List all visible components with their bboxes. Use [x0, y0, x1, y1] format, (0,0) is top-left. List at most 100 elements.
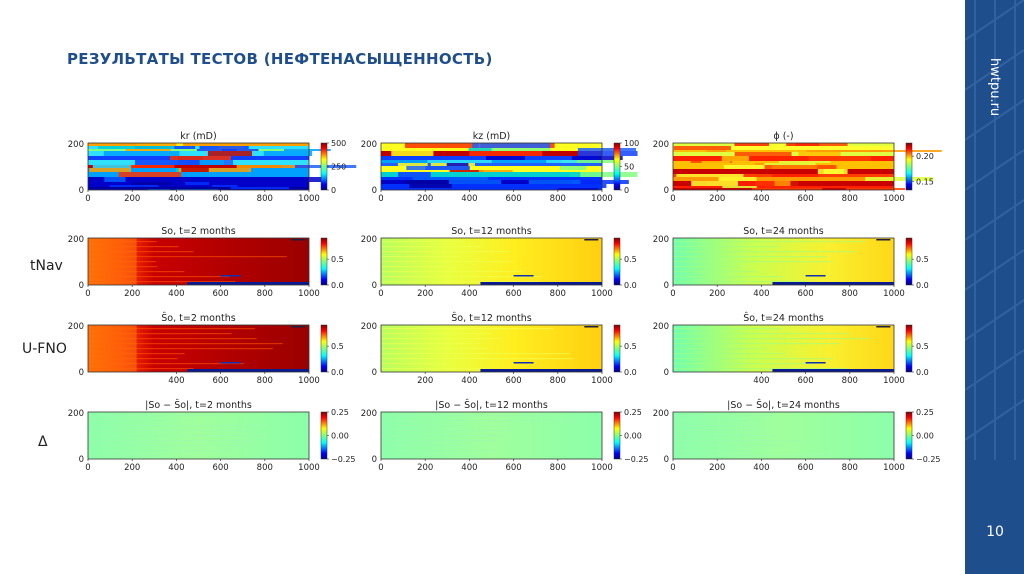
x-tick-label: 800 — [257, 194, 273, 204]
plot-frame — [672, 324, 895, 373]
colorbar-tick-label: 0.0 — [624, 281, 637, 290]
plot-frame — [380, 237, 603, 286]
x-tick-label: 400 — [461, 463, 477, 473]
heatmap — [88, 143, 357, 190]
colorbar-tick-label: 0.20 — [916, 152, 934, 161]
x-tick-label: 400 — [461, 194, 477, 204]
heatmap — [673, 143, 942, 190]
x-tick-label: 0 — [670, 463, 675, 473]
x-tick-label: 1000 — [883, 289, 905, 299]
x-tick-label: 600 — [797, 194, 813, 204]
colorbar — [320, 324, 328, 373]
colorbar-tick-label: 0.00 — [916, 432, 934, 441]
y-tick-label: 0 — [664, 281, 669, 291]
y-tick-label: 0 — [372, 281, 377, 291]
plot-frame — [87, 411, 310, 460]
y-tick-label: 0 — [664, 455, 669, 465]
y-tick-label: 200 — [653, 140, 669, 150]
x-tick-label: 600 — [505, 289, 521, 299]
colorbar-tick-label: 0.25 — [916, 408, 934, 417]
subplot-panel: |So − Ŝo|, t=24 months 200 00 200 400 600 800 1… — [653, 399, 941, 473]
y-tick-label: 0 — [664, 368, 669, 378]
colorbar-tick-label: 0.5 — [624, 342, 637, 351]
colorbar-tick-label: 50 — [624, 163, 634, 172]
plot-frame — [87, 237, 310, 286]
y-tick-label: 200 — [653, 235, 669, 245]
y-tick-label: 200 — [361, 140, 377, 150]
x-tick-label: 800 — [550, 376, 566, 386]
x-tick-label: 1000 — [883, 463, 905, 473]
plot-frame — [380, 142, 603, 191]
slide-title: РЕЗУЛЬТАТЫ ТЕСТОВ (НЕФТЕНАСЫЩЕННОСТЬ) — [67, 50, 493, 68]
x-tick-label: 400 — [753, 194, 769, 204]
colorbar-tick-label: 0.15 — [916, 178, 934, 187]
x-tick-label: 800 — [842, 376, 858, 386]
x-tick-label: 400 — [461, 289, 477, 299]
x-tick-label: 0 — [85, 289, 90, 299]
subplot-title: |So − Ŝo|, t=2 months — [145, 399, 252, 411]
x-tick-label: 200 — [417, 289, 433, 299]
plot-frame — [672, 411, 895, 460]
colorbar-tick-label: 0.0 — [916, 368, 929, 377]
x-tick-label: 400 — [753, 463, 769, 473]
x-tick-label: 1000 — [883, 194, 905, 204]
x-tick-label: 1000 — [591, 289, 613, 299]
colorbar-tick-label: 500 — [331, 139, 346, 148]
x-tick-label: 0 — [670, 194, 675, 204]
subplot-panel: Ŝo, t=24 months 200 0 400 600 800 1000 0.5 0.0 — [653, 312, 929, 386]
colorbar — [905, 237, 913, 286]
colorbar-tick-label: 0.25 — [331, 408, 349, 417]
x-tick-label: 400 — [753, 289, 769, 299]
colorbar — [320, 237, 328, 286]
colorbar — [613, 324, 621, 373]
x-tick-label: 0 — [85, 463, 90, 473]
colorbar-tick-label: 0.5 — [331, 342, 344, 351]
subplot-panel: So, t=12 months 200 00 200 400 600 800 1000 0.5 0… — [361, 226, 637, 299]
y-tick-label: 0 — [79, 368, 84, 378]
x-tick-label: 800 — [550, 289, 566, 299]
y-tick-label: 200 — [361, 235, 377, 245]
plot-frame — [380, 411, 603, 460]
x-tick-label: 400 — [168, 194, 184, 204]
x-tick-label: 400 — [168, 289, 184, 299]
x-tick-label: 1000 — [298, 194, 320, 204]
x-tick-label: 800 — [257, 463, 273, 473]
subplot-panel: |So − Ŝo|, t=12 months 200 00 200 400 600 800 1… — [361, 399, 649, 473]
x-tick-label: 800 — [842, 289, 858, 299]
x-tick-label: 600 — [212, 289, 228, 299]
sidebar-pattern — [965, 0, 1024, 460]
x-tick-label: 600 — [505, 376, 521, 386]
colorbar — [905, 411, 913, 460]
colorbar-tick-label: 250 — [331, 163, 346, 172]
heatmap — [381, 143, 638, 190]
colorbar-tick-label: −0.25 — [916, 455, 941, 464]
x-tick-label: 1000 — [591, 194, 613, 204]
x-tick-label: 1000 — [298, 289, 320, 299]
row-label-ufno: U-FNO — [22, 341, 67, 357]
subplot-panel: ϕ (-) 200 00 200 400 600 800 1000 0.20 0.15 — [653, 131, 942, 204]
plot-frame — [87, 142, 310, 191]
x-tick-label: 400 — [753, 376, 769, 386]
colorbar-tick-label: 0.0 — [331, 368, 344, 377]
subplot-title: Ŝo, t=24 months — [743, 312, 824, 324]
x-tick-label: 400 — [461, 376, 477, 386]
heatmap — [88, 325, 309, 372]
y-tick-label: 0 — [79, 281, 84, 291]
plot-frame — [87, 324, 310, 373]
x-tick-label: 600 — [212, 463, 228, 473]
colorbar-tick-label: 100 — [624, 139, 639, 148]
heatmap — [673, 325, 894, 372]
colorbar-tick-label: 0.00 — [624, 432, 642, 441]
colorbar-tick-label: −0.25 — [624, 455, 649, 464]
y-tick-label: 200 — [653, 409, 669, 419]
x-tick-label: 600 — [797, 289, 813, 299]
x-tick-label: 200 — [417, 194, 433, 204]
x-tick-label: 1000 — [298, 463, 320, 473]
plot-frame — [672, 142, 895, 191]
heatmap — [381, 325, 602, 372]
row-label-tnav: tNav — [30, 258, 63, 274]
x-tick-label: 600 — [797, 463, 813, 473]
